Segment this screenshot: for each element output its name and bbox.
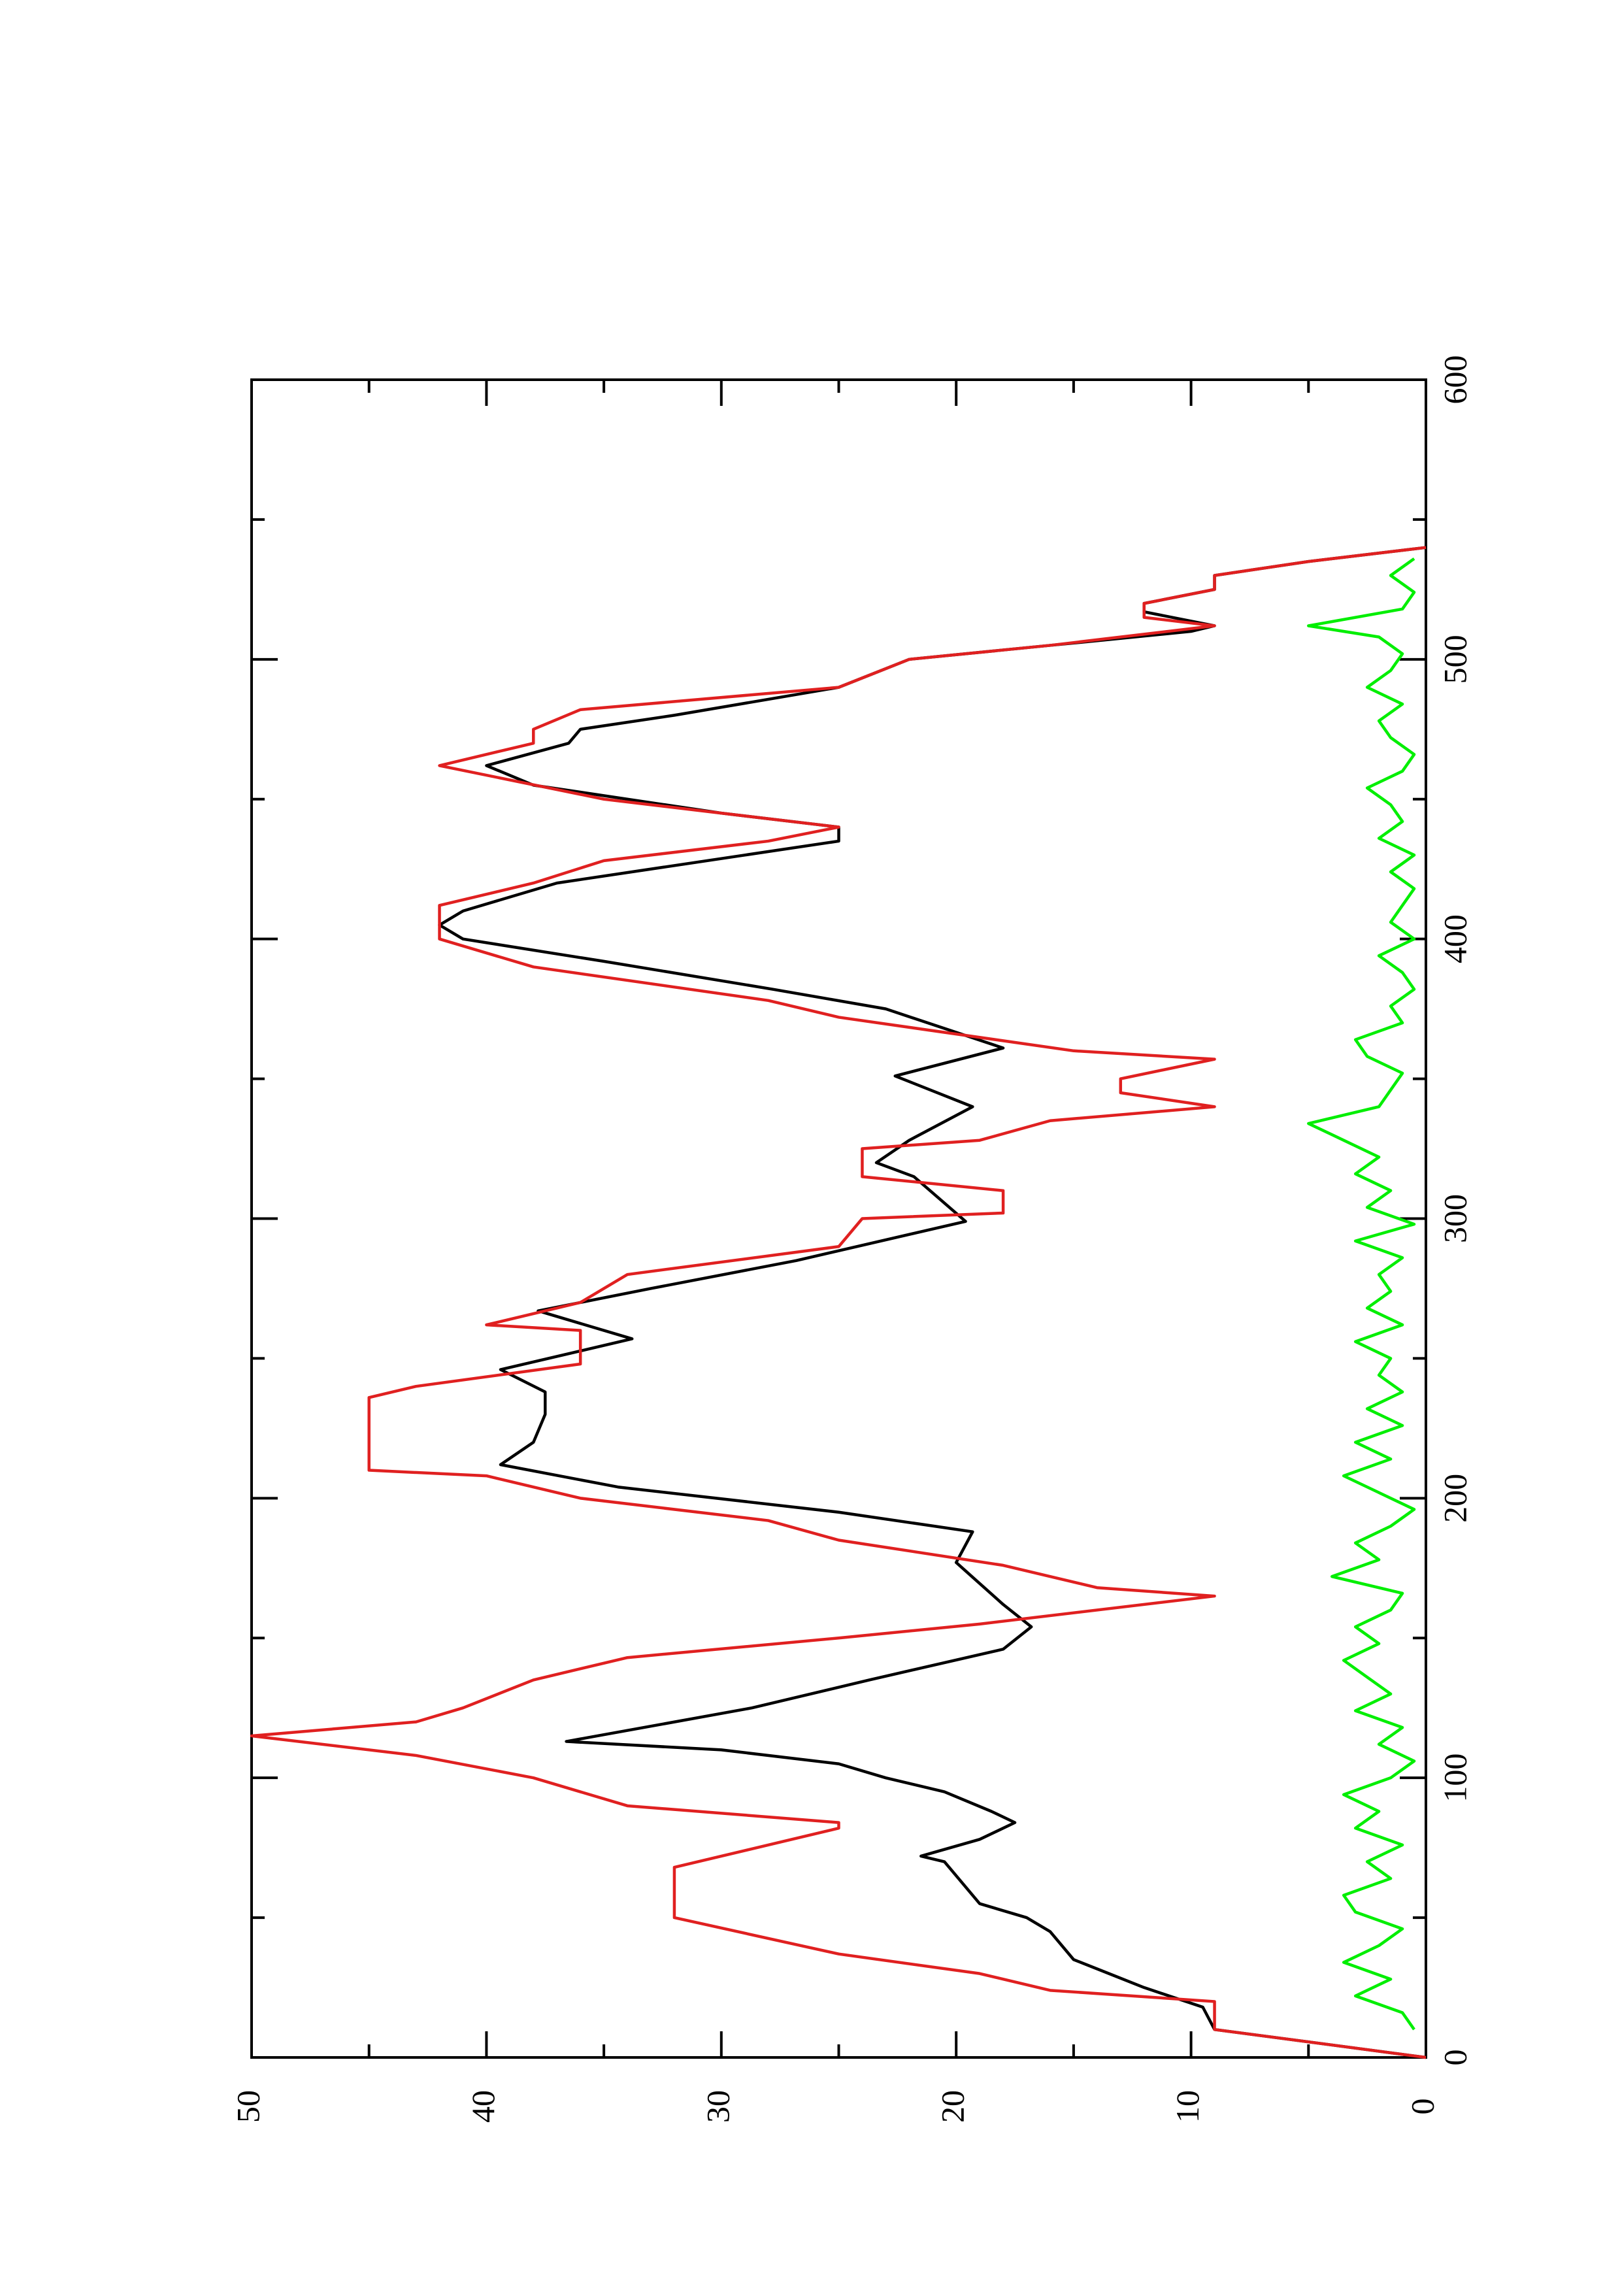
x-tick-label: 100: [1436, 1754, 1473, 1803]
data-line: [1307, 557, 1416, 2031]
x-tick-label: 0: [1436, 2050, 1473, 2066]
y-tick-label: 20: [934, 2090, 971, 2123]
y-tick-label: 30: [699, 2090, 736, 2123]
y-tick-label: 50: [229, 2090, 266, 2123]
x-tick-label: 300: [1436, 1194, 1473, 1243]
y-tick-label: 40: [465, 2090, 501, 2123]
y-tick-label: 0: [1404, 2099, 1440, 2115]
data-line: [250, 546, 1427, 2059]
y-tick-label: 10: [1169, 2090, 1206, 2123]
x-tick-label: 600: [1436, 356, 1473, 405]
x-tick-label: 500: [1436, 635, 1473, 684]
data-line: [438, 546, 1427, 2059]
x-tick-label: 400: [1436, 914, 1473, 963]
x-tick-label: 200: [1436, 1474, 1473, 1523]
plot-frame: [250, 378, 1427, 2059]
